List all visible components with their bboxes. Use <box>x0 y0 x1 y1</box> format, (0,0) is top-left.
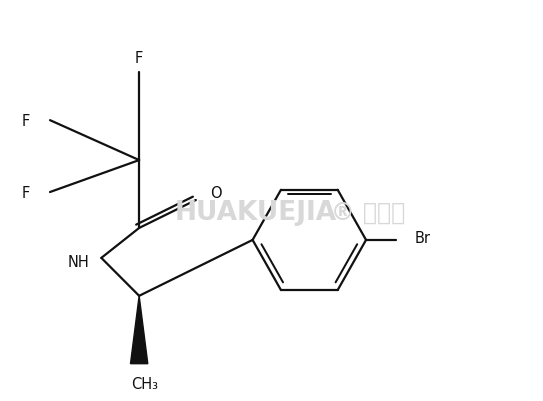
Text: F: F <box>135 51 143 65</box>
Text: O: O <box>211 186 222 201</box>
Polygon shape <box>130 296 148 364</box>
Text: Br: Br <box>415 231 431 246</box>
Text: HUAKUEJIA: HUAKUEJIA <box>174 199 336 225</box>
Text: NH: NH <box>68 254 90 269</box>
Text: CH₃: CH₃ <box>131 376 158 391</box>
Text: F: F <box>22 113 30 128</box>
Text: ® 化学加: ® 化学加 <box>331 200 405 225</box>
Text: F: F <box>22 185 30 200</box>
